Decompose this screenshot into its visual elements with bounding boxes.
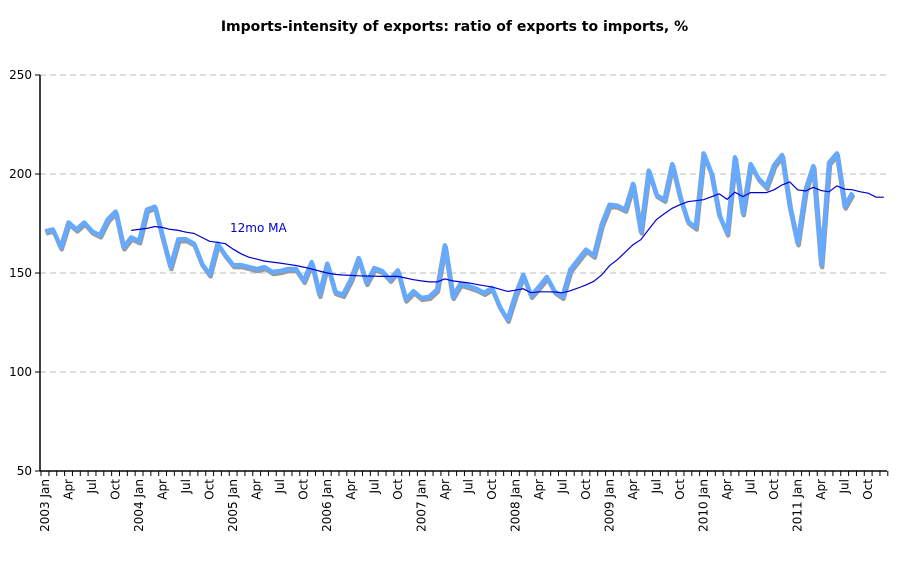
x-tick-label: Apr (156, 479, 170, 500)
x-tick-label: 2010 Jan (697, 479, 711, 532)
x-tick-label: 2011 Jan (791, 479, 805, 532)
axes: 50 100 150 200 250 2003 Jan Apr Jul Oct 2004 Jan A… (9, 68, 889, 532)
x-tick-label: Oct (391, 479, 405, 500)
x-tick-label: Jul (85, 479, 99, 494)
x-tick-label: Jul (179, 479, 193, 494)
x-tick-label: 2007 Jan (414, 479, 428, 532)
x-tick-label: Oct (485, 479, 499, 500)
x-tick-label: Jul (367, 479, 381, 494)
x-tick-label: Apr (532, 479, 546, 500)
x-tick-label: Apr (344, 479, 358, 500)
x-tick-label: Jul (650, 479, 664, 494)
x-tick-label: Jul (838, 479, 852, 494)
x-tick-label: 2004 Jan (132, 479, 146, 532)
x-tick-label: Apr (814, 479, 828, 500)
x-tick-label: Apr (720, 479, 734, 500)
y-tick-label: 50 (17, 464, 32, 478)
x-tick-label: Apr (438, 479, 452, 500)
series-layer (44, 151, 884, 322)
gridlines (40, 74, 887, 373)
x-tick-label: Oct (673, 479, 687, 500)
x-tick-label: Oct (579, 479, 593, 500)
x-tick-label: Jul (744, 479, 758, 494)
series-line-ratio (44, 151, 855, 322)
x-tick-label: Jul (273, 479, 287, 494)
x-tick-label: Jul (555, 479, 569, 494)
x-tick-label: Apr (250, 479, 264, 500)
x-tick-label: 2009 Jan (602, 479, 616, 532)
y-tick-label: 150 (9, 266, 32, 280)
x-tick-label: 2006 Jan (320, 479, 334, 532)
y-tick-label: 100 (9, 365, 32, 379)
ma-annotation: 12mo MA (230, 221, 287, 235)
x-tick-label: Oct (297, 479, 311, 500)
x-tick-label: Jul (461, 479, 475, 494)
x-tick-label: Oct (767, 479, 781, 500)
x-tick-label: Oct (203, 479, 217, 500)
y-tick-label: 250 (9, 68, 32, 82)
x-tick-label: Oct (109, 479, 123, 500)
x-tick-label: Apr (626, 479, 640, 500)
y-tick-label: 200 (9, 167, 32, 181)
x-tick-label: 2003 Jan (38, 479, 52, 532)
x-tick-label: Apr (62, 479, 76, 500)
series-line-12mo-ma (131, 181, 884, 294)
x-tick-label: Oct (861, 479, 875, 500)
chart-title: Imports-intensity of exports: ratio of e… (220, 19, 689, 35)
x-tick-label: 2005 Jan (226, 479, 240, 532)
x-tick-label: 2008 Jan (508, 479, 522, 532)
